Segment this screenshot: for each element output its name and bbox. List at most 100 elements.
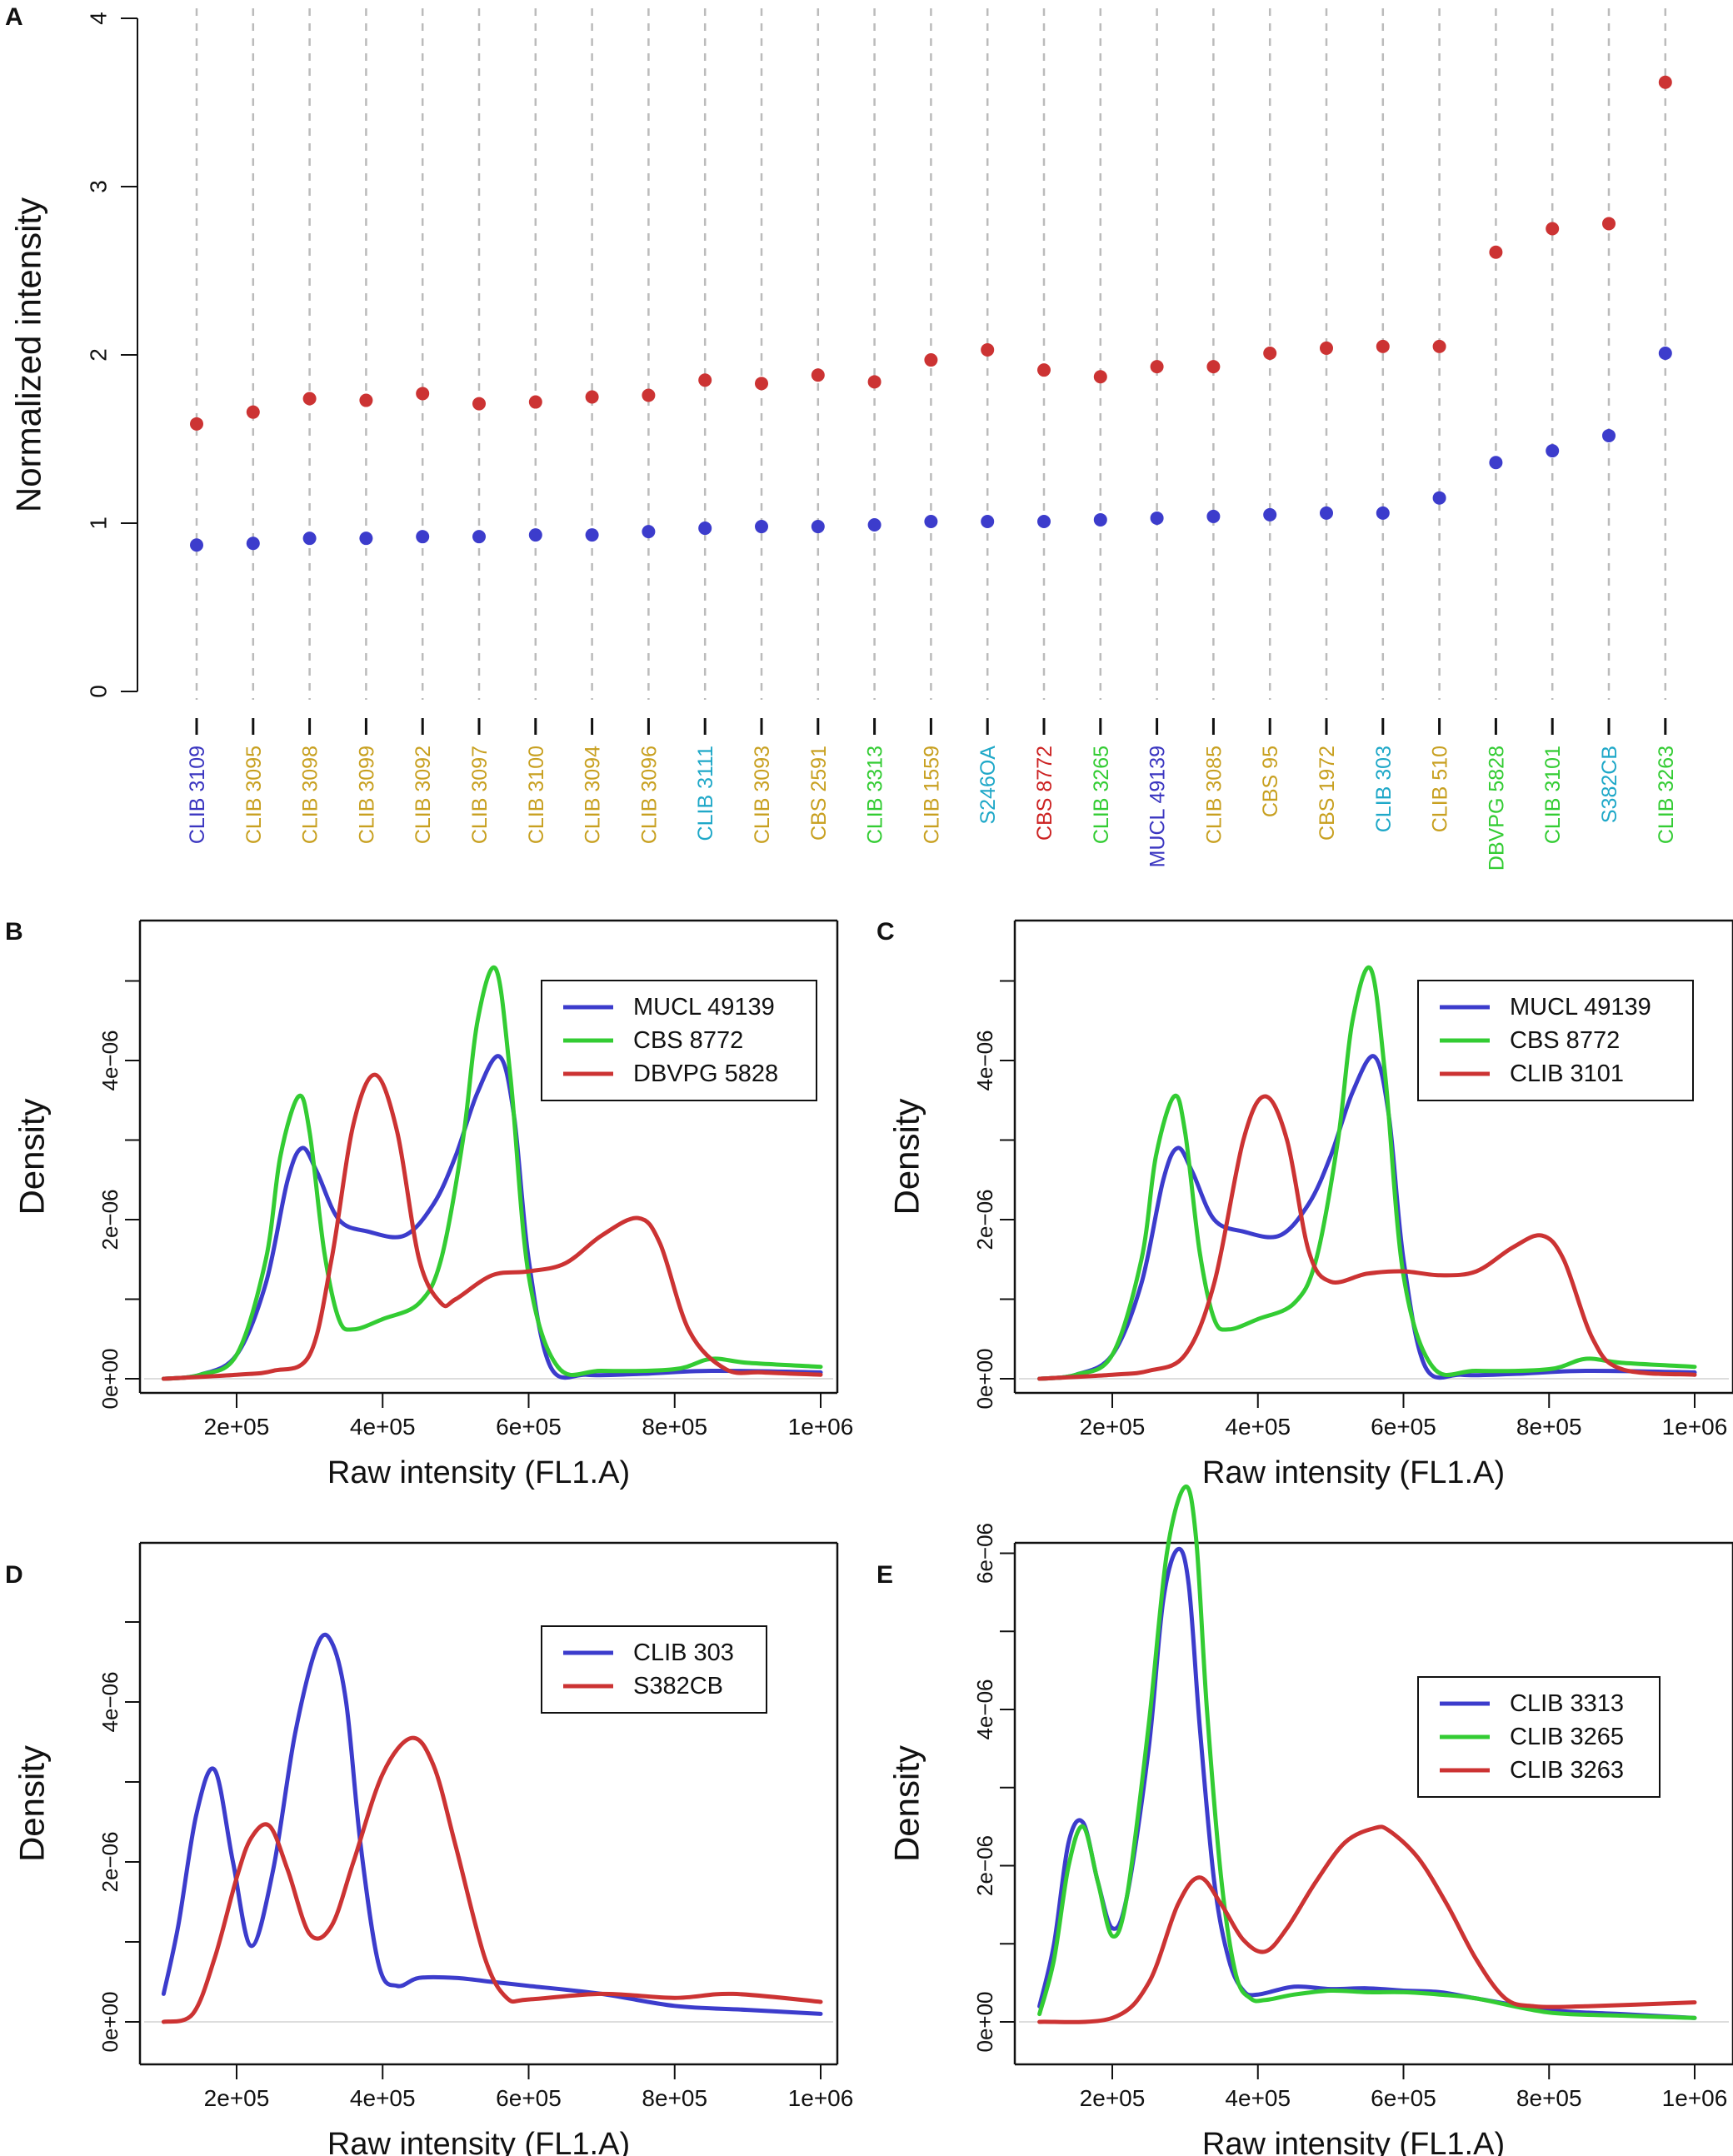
blue-point [246,537,260,551]
red-point [755,377,768,391]
x-tick-label: DBVPG 5828 [1485,746,1508,871]
x-tick-label: CLIB 3109 [186,746,209,844]
x-tick-label: CBS 95 [1259,746,1282,817]
x-tick-label: 6e+05 [496,1414,562,1440]
panel-c: C 2e+05 4e+05 6e+05 8e+05 1e+06 Raw intensity … [876,918,1733,1490]
blue-point [1546,444,1560,458]
panel-e: E 2e+05 4e+05 6e+05 8e+05 1e+06 Raw intensity … [876,1485,1733,2156]
x-tick-label: 1e+06 [788,1414,854,1440]
panel-a: A 0 1 2 3 4 Normalized intensity CLIB 3109 CLIB … [5,3,1678,871]
legend-box [541,1625,767,1714]
x-tick-label: CLIB 3093 [751,746,774,844]
red-point [416,387,430,401]
y-axis-title: Normalized intensity [9,197,48,512]
x-tick-label: 8e+05 [642,1414,707,1440]
red-point [1037,363,1051,377]
x-tick-label: CLIB 510 [1429,746,1452,832]
red-point [528,395,542,409]
panel-b: B 2e+05 4e+05 6e+05 8e+05 1e+06 Raw intensity … [5,918,853,1490]
y-tick-label: 0 [86,685,112,698]
x-tick-label: CBS 1972 [1316,746,1339,841]
red-point [585,390,599,404]
blue-point [302,532,317,546]
y-tick-label: 2e−06 [972,1189,997,1250]
y-tick-label: 2 [86,348,112,362]
red-point [1546,222,1560,236]
y-tick-label: 0e+00 [97,1348,122,1409]
x-axis-title: Raw intensity (FL1.A) [327,1455,630,1490]
panel-label-e: E [876,1561,893,1589]
red-point [1432,339,1446,353]
red-point [1602,217,1616,231]
series-line-dbvpg-5828 [161,1072,823,1381]
legend-label: S382CB [633,1673,723,1699]
x-tick-label: 6e+05 [1371,2085,1436,2111]
red-point [1093,370,1107,384]
x-tick-label: CLIB 3101 [1541,746,1565,844]
blue-point [1658,346,1672,360]
x-tick-label: 4e+05 [1225,1414,1291,1440]
blue-point [1206,509,1221,523]
red-point [472,397,486,411]
x-tick-label: 6e+05 [1371,1414,1436,1440]
panel-label-d: D [5,1561,23,1589]
x-tick-label: 2e+05 [204,1414,270,1440]
y-tick-label: 4e−06 [972,1030,997,1090]
x-tick-label: 6e+05 [496,2085,562,2111]
legend-label: CLIB 3265 [1510,1724,1624,1750]
red-point [1206,360,1221,374]
y-tick-label: 2e−06 [97,1831,122,1892]
legend-label: MUCL 49139 [633,994,775,1021]
blue-point [981,514,995,528]
x-axis-title: Raw intensity (FL1.A) [327,2127,630,2156]
y-tick-label: 6e−06 [972,1523,997,1584]
panel-label-b: B [5,918,23,946]
panel-label-a: A [5,3,23,31]
blue-point [1602,428,1616,442]
y-tick-label: 2e−06 [972,1835,997,1896]
blue-point [1037,514,1051,528]
red-point [698,373,712,387]
y-axis-title: Density [12,1098,52,1215]
red-point [1489,245,1503,259]
y-tick-label: 0e+00 [97,1991,122,2052]
x-tick-label: 4e+05 [1225,2085,1291,2111]
y-tick-label: 4e−06 [97,1030,122,1090]
y-tick-label: 0e+00 [972,1991,997,2052]
x-tick-label: CLIB 3085 [1202,746,1226,844]
x-tick-label: CLIB 3099 [355,746,378,844]
panel-d: D 2e+05 4e+05 6e+05 8e+05 1e+06 Raw intensity … [5,1541,853,2156]
x-tick-label: CBS 2591 [807,746,831,841]
blue-point [528,528,542,542]
legend-label: CBS 8772 [1510,1027,1620,1054]
red-point [1658,75,1672,89]
blue-point [924,514,938,528]
blue-point [190,538,203,552]
legend-label: MUCL 49139 [1510,994,1651,1021]
legend-label: DBVPG 5828 [633,1061,778,1087]
x-tick-label: S382CB [1598,746,1621,823]
x-tick-label: 1e+06 [1662,2085,1728,2111]
red-point [302,392,317,406]
x-tick-label: CLIB 3096 [637,746,661,844]
red-point [1376,339,1390,353]
x-tick-label: CLIB 3313 [864,746,887,844]
blue-point [1150,511,1164,525]
x-tick-label: CLIB 3263 [1655,746,1678,844]
red-point [642,388,656,402]
red-point [811,368,825,382]
x-tick-label: 8e+05 [1516,1414,1582,1440]
blue-point [867,518,881,532]
x-tick-label: CLIB 3100 [525,746,548,844]
blue-point [642,525,656,539]
blue-point [359,532,373,546]
x-tick-label: CLIB 3111 [694,746,717,841]
blue-point [811,520,825,534]
red-point [246,405,260,419]
legend-label: CLIB 303 [633,1639,734,1666]
blue-point [472,530,486,544]
red-point [190,417,203,431]
series-line-cbs-8772 [161,965,823,1381]
blue-point [1432,491,1446,505]
